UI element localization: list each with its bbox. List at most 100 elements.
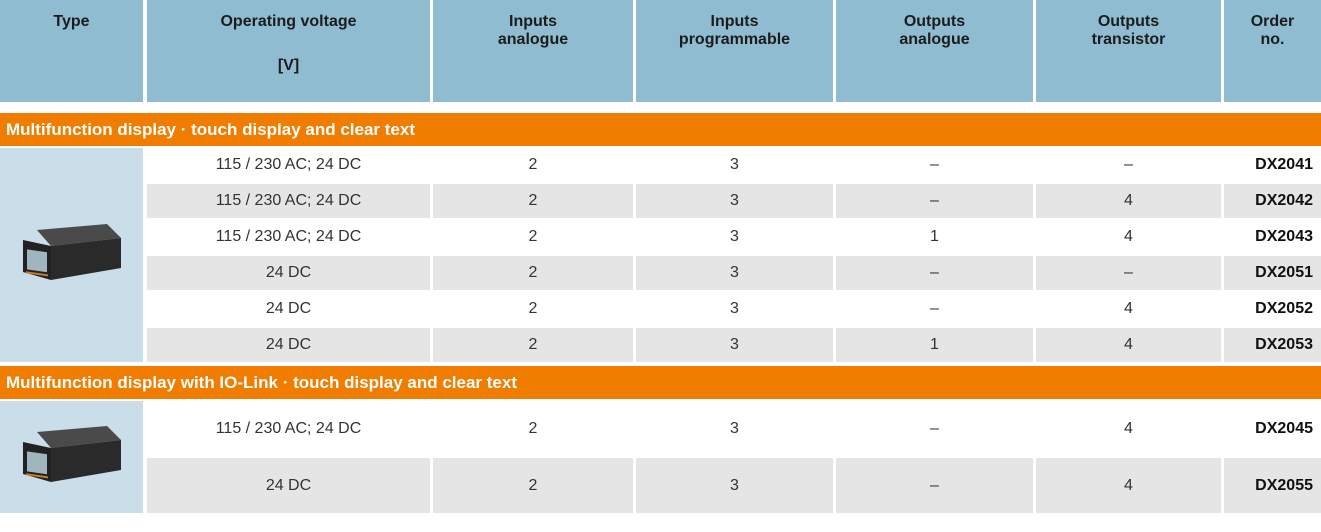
table-cell: 24 DC [147,256,430,290]
section-title-text: Multifunction display · touch display an… [6,119,415,139]
table-cell: 24 DC [147,458,430,513]
cell-text: 2 [528,300,538,317]
cell-text: – [930,419,939,437]
header-cell: Outputs transistor [1036,0,1221,102]
table-cell: 3 [636,220,833,254]
cell-text: DX2052 [1255,300,1313,317]
product-image [22,224,121,280]
table-cell: 3 [636,148,833,182]
cell-text: – [1124,156,1133,173]
cell-text: DX2041 [1255,156,1313,173]
header-cell: Type [0,0,143,102]
cell-text: 3 [730,264,739,281]
cell-text: 4 [1124,476,1133,494]
cell-text: 4 [1124,336,1133,353]
image-cell [0,148,143,362]
cell-text: DX2043 [1255,228,1313,245]
header-cell: Operating voltage [V] [147,0,430,102]
cell-text: DX2051 [1255,264,1313,281]
table-cell: 4 [1036,184,1221,218]
header-cell: Order no. [1224,0,1321,102]
cell-text: 3 [730,192,739,209]
cell-text: 2 [528,156,538,173]
image-cell [0,401,143,513]
order-number: DX2043 [1224,220,1321,254]
cell-text: 3 [730,156,739,173]
cell-text: 24 DC [265,264,312,281]
table-cell: 115 / 230 AC; 24 DC [147,401,430,456]
header-cell: Inputs programmable [636,0,833,102]
header-text: Inputs [710,13,759,30]
cell-text: 4 [1124,419,1133,437]
table-cell: 2 [433,184,633,218]
table-cell: 115 / 230 AC; 24 DC [147,220,430,254]
table-cell: 2 [433,401,633,456]
table-cell: 4 [1036,220,1221,254]
section-title-text: Multifunction display with IO-Link · tou… [6,372,517,392]
header-text: Outputs [1097,13,1160,30]
table-cell: – [836,148,1033,182]
cell-text: DX2045 [1255,419,1313,437]
table-cell: 4 [1036,458,1221,513]
header-text: analogue [899,31,970,48]
cell-text: 1 [930,336,939,353]
cell-text: 2 [528,192,538,209]
cell-text: DX2053 [1255,336,1313,353]
table-cell: – [836,292,1033,326]
table-cell: – [1036,256,1221,290]
cell-text: 1 [930,228,939,245]
cell-text: 115 / 230 AC; 24 DC [215,156,362,173]
table-cell: 2 [433,256,633,290]
table-cell: 3 [636,401,833,456]
cell-text: 2 [528,336,538,353]
header-cell: Outputs analogue [836,0,1033,102]
cell-text: 115 / 230 AC; 24 DC [215,228,362,245]
cell-text: – [930,476,939,494]
cell-text: 2 [528,228,538,245]
header-text: [V] [277,57,300,74]
cell-text: 3 [730,300,739,317]
cell-text: – [930,192,939,209]
product-image [22,426,121,482]
table-cell: 3 [636,256,833,290]
header-cell: Inputs analogue [433,0,633,102]
order-number: DX2053 [1224,328,1321,362]
cell-text: 2 [528,264,538,281]
header-text: Outputs [903,13,966,30]
section-title: Multifunction display · touch display an… [0,113,1321,146]
cell-text: – [930,156,939,173]
table-cell: 2 [433,328,633,362]
cell-text: 115 / 230 AC; 24 DC [215,419,362,437]
table-cell: 3 [636,292,833,326]
table-cell: – [836,401,1033,456]
cell-text: DX2042 [1255,192,1313,209]
table-cell: 24 DC [147,328,430,362]
cell-text: – [930,300,939,317]
table-cell: – [836,256,1033,290]
table-cell: 3 [636,328,833,362]
table-cell: 1 [836,328,1033,362]
table-cell: 24 DC [147,292,430,326]
table-cell: 1 [836,220,1033,254]
table-cell: – [836,458,1033,513]
header-text: Operating voltage [220,13,357,30]
table-cell: 2 [433,148,633,182]
table-cell: – [1036,148,1221,182]
table-cell: 115 / 230 AC; 24 DC [147,148,430,182]
header-text: transistor [1091,31,1166,48]
cell-text: 3 [730,228,739,245]
order-number: DX2045 [1224,401,1321,456]
table-cell: 3 [636,184,833,218]
cell-text: 115 / 230 AC; 24 DC [215,192,362,209]
order-number: DX2042 [1224,184,1321,218]
cell-text: 4 [1124,300,1133,317]
header-text: programmable [678,31,791,48]
header-text: no. [1260,31,1285,48]
section-title: Multifunction display with IO-Link · tou… [0,366,1321,399]
order-number: DX2051 [1224,256,1321,290]
table-cell: 2 [433,458,633,513]
cell-text: 24 DC [265,336,312,353]
header-text: Order [1250,13,1295,30]
cell-text: 4 [1124,228,1133,245]
